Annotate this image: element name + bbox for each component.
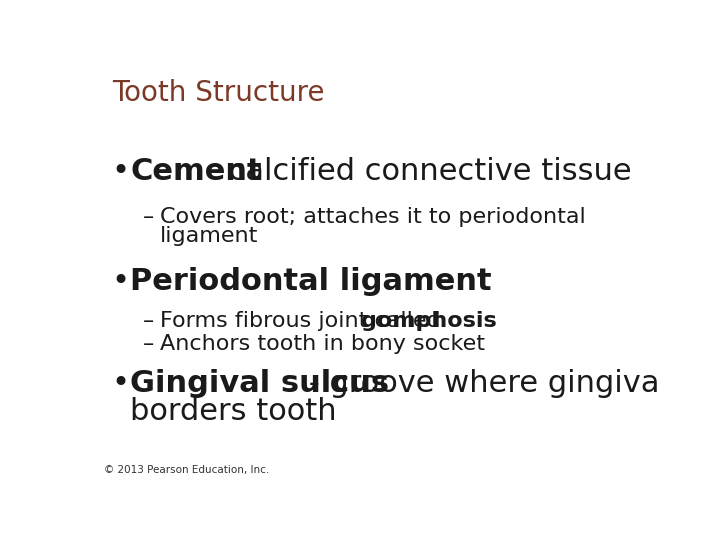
Text: Forms fibrous joint called: Forms fibrous joint called <box>160 311 448 331</box>
Text: - calcified connective tissue: - calcified connective tissue <box>198 157 631 186</box>
Text: Tooth Structure: Tooth Structure <box>112 79 324 107</box>
Text: borders tooth: borders tooth <box>130 397 337 427</box>
Text: –: – <box>143 207 154 227</box>
Text: –: – <box>143 311 154 331</box>
Text: Gingival sulcus: Gingival sulcus <box>130 369 390 398</box>
Text: Periodontal ligament: Periodontal ligament <box>130 267 492 296</box>
Text: Cement: Cement <box>130 157 262 186</box>
Text: Covers root; attaches it to periodontal: Covers root; attaches it to periodontal <box>160 207 585 227</box>
Text: –: – <box>143 334 154 354</box>
Text: •: • <box>112 369 130 398</box>
Text: ligament: ligament <box>160 226 258 246</box>
Text: © 2013 Pearson Education, Inc.: © 2013 Pearson Education, Inc. <box>104 465 269 475</box>
Text: - groove where gingiva: - groove where gingiva <box>299 369 660 398</box>
Text: •: • <box>112 267 130 296</box>
Text: gomphosis: gomphosis <box>361 311 496 331</box>
Text: Anchors tooth in bony socket: Anchors tooth in bony socket <box>160 334 485 354</box>
Text: •: • <box>112 157 130 186</box>
